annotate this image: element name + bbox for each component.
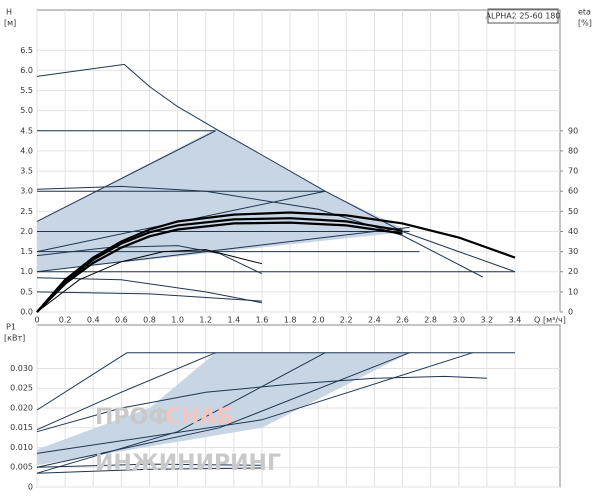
curve (36, 245, 263, 275)
y-tick-label: 2.5 (20, 207, 33, 216)
y-unit: [кВт] (4, 334, 25, 343)
curve (36, 352, 473, 454)
y2-tick-label: 10 (568, 287, 578, 296)
x-tick-label: 0.8 (143, 316, 156, 325)
y2-tick-label: 80 (568, 146, 578, 155)
y-label: P1 (6, 323, 16, 332)
curve (36, 130, 216, 222)
y-tick-label: 5.5 (20, 86, 33, 95)
x-tick-label: 0.2 (59, 316, 72, 325)
x-tick-label: 0.4 (87, 316, 100, 325)
plot-area (36, 9, 561, 313)
y-tick-label: 4.5 (20, 126, 33, 135)
y-tick-label: 0.015 (10, 423, 33, 432)
watermark: СНАБ (165, 405, 233, 430)
x-tick-label: 2.6 (396, 316, 409, 325)
y2-tick-label: 30 (568, 247, 578, 256)
y2-tick-label: 0 (568, 308, 573, 317)
curve (36, 291, 262, 302)
x-tick-label: 3.2 (481, 316, 494, 325)
y2-tick-label: 20 (568, 267, 578, 276)
curve (36, 63, 516, 273)
y-tick-label: 1.5 (20, 247, 33, 256)
y2-tick-label: 40 (568, 227, 578, 236)
curve (36, 221, 403, 313)
y-tick-label: 2.0 (20, 227, 33, 236)
y-tick-label: 6.0 (20, 66, 33, 75)
y-tick-label: 6.5 (20, 46, 33, 55)
model: ALPHA2 25-60 180 (486, 12, 561, 21)
y-tick-label: 0.030 (10, 364, 33, 373)
x-tick-label: 2.2 (340, 316, 353, 325)
x-tick-label: 1.8 (284, 316, 297, 325)
curve (36, 226, 410, 273)
x-tick-label: 1.4 (227, 316, 240, 325)
x-tick-label: 1.6 (256, 316, 269, 325)
y2-label: eta (578, 8, 591, 17)
shaded-area (37, 352, 410, 466)
y2-tick-label: 90 (568, 126, 578, 135)
curve (36, 352, 326, 474)
y-tick-label: 5.0 (20, 106, 33, 115)
x-tick-label: 0.6 (115, 316, 128, 325)
y-tick-label: 3.0 (20, 187, 33, 196)
y-tick-label: 1.0 (20, 267, 33, 276)
x-tick-label: 3.0 (452, 316, 465, 325)
y2-tick-label: 60 (568, 187, 578, 196)
curve (36, 467, 262, 474)
curve (36, 352, 216, 431)
curve (36, 185, 483, 278)
curve (36, 217, 403, 313)
y-tick-label: 3.5 (20, 167, 33, 176)
x-tick-label: 0 (34, 316, 39, 325)
y2-tick-label: 50 (568, 207, 578, 216)
curve (36, 249, 263, 313)
shaded-area (37, 128, 410, 272)
y-tick-label: 4.0 (20, 146, 33, 155)
x-tick-label: 1.0 (171, 316, 184, 325)
y-tick-label: 0.025 (10, 384, 33, 393)
x-tick-label: 1.2 (199, 316, 212, 325)
y-tick-label: 0.005 (10, 463, 33, 472)
y-tick-label: 0 (28, 483, 33, 492)
y-unit: [м] (4, 19, 16, 28)
y2-unit: [%] (578, 19, 592, 28)
curve (36, 352, 410, 468)
x-tick-label: 2.0 (312, 316, 325, 325)
x-label: Q (534, 316, 540, 325)
x-tick-label: 2.8 (424, 316, 437, 325)
x-tick-label: 3.4 (509, 316, 522, 325)
y-tick-label: 0.0 (20, 308, 33, 317)
y-tick-label: 0.010 (10, 443, 33, 452)
curve (36, 277, 262, 304)
model-box (487, 8, 559, 24)
curve (36, 211, 516, 313)
y-tick-label: 0.5 (20, 287, 33, 296)
curve (36, 463, 262, 468)
curve (36, 375, 487, 433)
watermark: ПРОФ (95, 405, 170, 430)
x-tick-label: 2.4 (368, 316, 381, 325)
y-label: H (6, 8, 12, 17)
y2-tick-label: 70 (568, 167, 578, 176)
x-unit: [м³/ч] (543, 316, 566, 325)
curve (36, 352, 128, 411)
watermark: ИНЖИНИРИНГ (95, 451, 281, 476)
y-tick-label: 0.020 (10, 403, 33, 412)
